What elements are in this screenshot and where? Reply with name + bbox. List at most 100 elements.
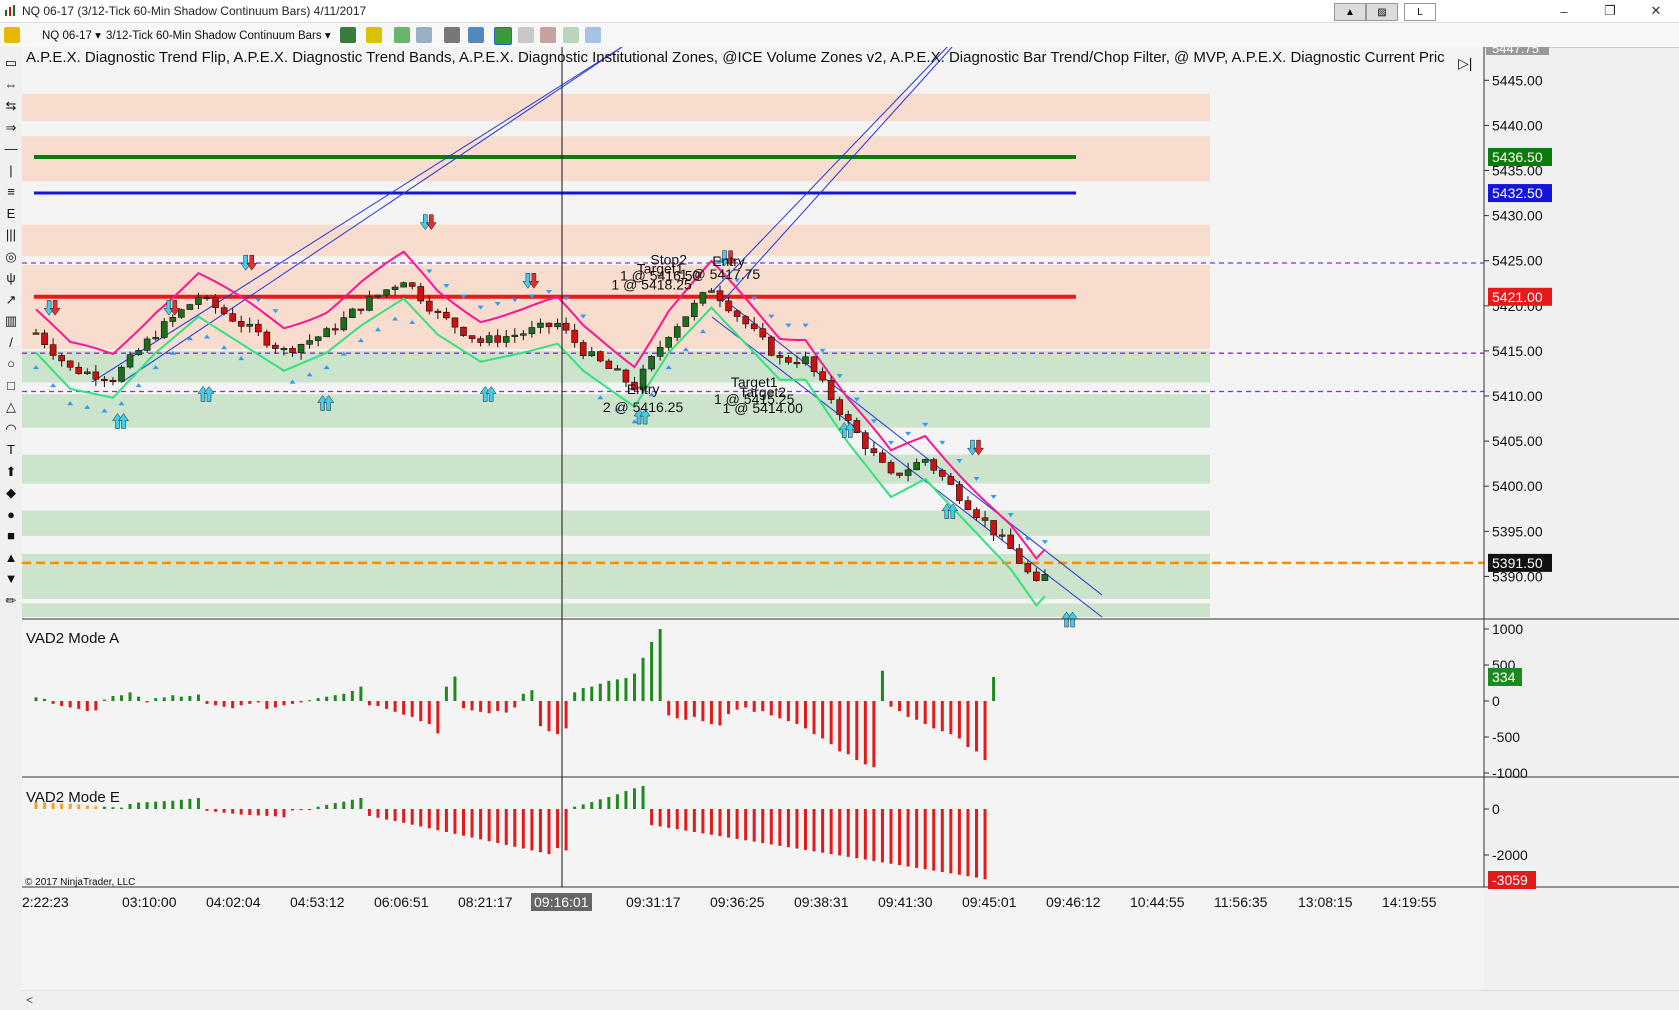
vad2-a-bar (231, 701, 235, 709)
minimize-button[interactable]: – (1541, 0, 1587, 22)
chart-scroll-end-icon[interactable]: ▷| (1458, 55, 1472, 71)
drawing-tool-17-icon[interactable]: ◠ (5, 420, 17, 436)
candle-bear (220, 307, 228, 314)
money-icon[interactable] (563, 27, 579, 43)
drawing-tool-20-icon[interactable]: ◆ (6, 485, 16, 500)
data-box-icon[interactable] (468, 27, 484, 43)
vad2-a-bar (521, 693, 525, 701)
chart-trader-icon[interactable] (4, 27, 20, 43)
drawing-tool-3-icon[interactable]: ⇒ (5, 119, 17, 135)
scroll-left-icon[interactable]: < (26, 993, 34, 1007)
drawing-tool-10-icon[interactable]: ψ (6, 270, 16, 285)
vad2-a-bar (829, 701, 833, 745)
candle-bull (913, 462, 920, 471)
trend-dot (870, 419, 877, 424)
price-marker-label: 5391.50 (1492, 555, 1543, 571)
instrument-selector[interactable]: NQ 06-17 ▾ (42, 28, 101, 42)
drawing-tool-13-icon[interactable]: / (9, 334, 13, 350)
drawing-tool-15-icon[interactable]: □ (7, 377, 15, 393)
trend-dot (528, 294, 535, 299)
chart-trader-toggle-icon[interactable] (494, 27, 512, 45)
candle-bear (793, 362, 801, 365)
vad2-e-bar (581, 804, 585, 809)
trend-dot (922, 422, 929, 427)
candle-bear (272, 344, 279, 349)
candle-bull (169, 317, 177, 322)
drawing-tool-1-icon[interactable]: ⇔ (4, 76, 18, 92)
candle-bull (391, 286, 399, 291)
drawing-tool-24-icon[interactable]: ▼ (4, 571, 18, 586)
drawing-tool-19-icon[interactable]: ⬆ (5, 463, 17, 479)
vad2-e-bar (222, 809, 226, 813)
vad2-a-bar (513, 701, 517, 708)
buy-signal-arrow-icon (941, 503, 953, 520)
bar-type-selector[interactable]: 3/12-Tick 60-Min Shadow Continuum Bars ▾ (106, 28, 331, 42)
sell-signal-arrow-icon (419, 214, 431, 231)
link-toggle-button[interactable]: L (1404, 3, 1436, 21)
vad2-e-bar (479, 809, 483, 840)
drawing-tool-5-icon[interactable]: | (9, 162, 13, 178)
indicators-icon[interactable] (394, 27, 410, 43)
bar-style-icon[interactable] (340, 27, 356, 43)
vad2-e-tick-label: 0 (1492, 801, 1500, 817)
vad2-e-bar (513, 809, 517, 847)
vad2-a-bar (590, 686, 594, 701)
trend-dot (443, 283, 450, 288)
horizontal-scrollbar[interactable]: < (22, 990, 1679, 1010)
time-axis-label: 09:45:01 (962, 894, 1017, 910)
drawing-tool-16-icon[interactable]: △ (6, 399, 16, 414)
drawing-tool-12-icon[interactable]: ▥ (4, 313, 18, 328)
candle-bear (614, 368, 621, 371)
trend-dot (665, 365, 672, 370)
drawing-tool-21-icon[interactable]: ● (7, 506, 15, 522)
candle-bull (699, 292, 707, 304)
price-tick-label: 5430.00 (1492, 208, 1543, 224)
vad2-e-bar (282, 809, 286, 818)
vad2-a-bar (102, 699, 106, 701)
buy-signal-arrow-icon (323, 395, 335, 411)
trend-dot (323, 365, 330, 370)
vad2-a-bar (556, 701, 560, 735)
drawing-tool-0-icon[interactable]: ▭ (4, 55, 18, 70)
sell-signal-arrow-icon (49, 300, 61, 316)
drawing-tool-22-icon[interactable]: ■ (7, 528, 15, 543)
channel-line (91, 47, 623, 383)
drawing-tool-18-icon[interactable]: T (7, 442, 15, 457)
buy-signal-arrow-icon (844, 422, 856, 438)
image-button[interactable]: ▨ (1366, 3, 1398, 21)
drawing-tool-9-icon[interactable]: ◎ (5, 248, 17, 264)
vad2-e-bar (872, 809, 876, 861)
strategies-icon[interactable] (416, 27, 432, 43)
drawing-tool-8-icon[interactable]: ||| (5, 227, 17, 242)
scroll-up-button[interactable]: ▲ (1334, 3, 1366, 21)
maximize-button[interactable]: ❐ (1587, 0, 1633, 22)
vad2-a-tick-label: 1000 (1492, 621, 1523, 637)
sell-signal-arrow-icon (967, 439, 978, 456)
vad2-a-bar (265, 701, 269, 709)
candle-bull (691, 302, 698, 317)
drawing-tool-icon[interactable] (366, 27, 382, 43)
drawing-tool-2-icon[interactable]: ⇆ (5, 98, 17, 113)
drawing-tool-6-icon[interactable]: ≡ (7, 184, 15, 199)
candle-bear (92, 371, 100, 380)
vad2-e-bar (145, 802, 149, 809)
close-button[interactable]: ✕ (1633, 0, 1679, 22)
candle-bear (990, 520, 997, 536)
drawing-tool-14-icon[interactable]: ○ (7, 356, 15, 371)
vad2-a-bar (727, 701, 731, 714)
panel-e-title: VAD2 Mode E (26, 789, 120, 806)
drawing-tool-7-icon[interactable]: E (6, 205, 16, 221)
snapshot-icon[interactable] (540, 27, 556, 43)
drawing-tool-4-icon[interactable]: — (4, 141, 18, 156)
vad2-a-bar (795, 701, 799, 725)
zoom-icon[interactable] (518, 27, 534, 43)
drawing-tool-23-icon[interactable]: ▲ (4, 549, 18, 565)
properties-icon[interactable] (585, 27, 601, 43)
trend-dot (84, 404, 91, 409)
crosshair-icon[interactable] (444, 27, 460, 43)
vad2-e-bar (34, 802, 38, 809)
vad2-e-bar (402, 809, 406, 823)
drawing-tool-25-icon[interactable]: ✏ (5, 592, 17, 608)
drawing-tool-11-icon[interactable]: ↗ (5, 291, 17, 307)
